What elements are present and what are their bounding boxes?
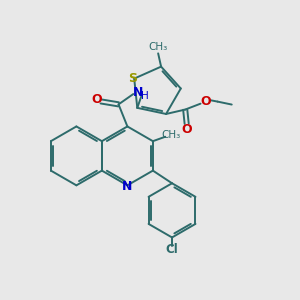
Text: H: H: [141, 92, 148, 101]
Text: N: N: [122, 180, 133, 193]
Text: S: S: [128, 72, 137, 85]
Text: O: O: [182, 123, 192, 136]
Text: CH₃: CH₃: [148, 43, 168, 52]
Text: Cl: Cl: [166, 243, 178, 256]
Text: O: O: [91, 93, 102, 106]
Text: CH₃: CH₃: [161, 130, 180, 140]
Text: O: O: [200, 95, 211, 108]
Text: N: N: [133, 86, 143, 99]
